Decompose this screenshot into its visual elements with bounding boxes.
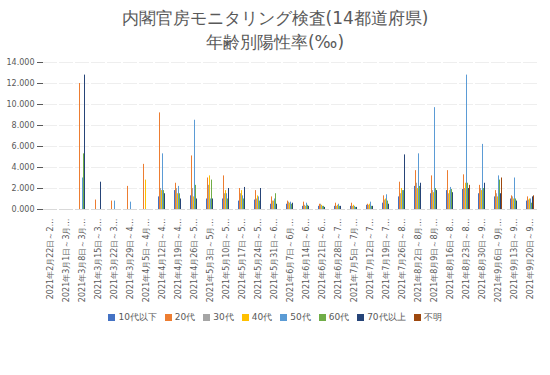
svg-text:2021年6月28日～7…: 2021年6月28日～7… <box>334 219 343 300</box>
svg-text:2021年6月14日～6…: 2021年6月14日～6… <box>302 219 311 300</box>
svg-text:2021年5月10日～5…: 2021年5月10日～5… <box>222 219 231 300</box>
svg-text:2.000: 2.000 <box>12 184 35 193</box>
html-text:不明: 不明 <box>423 312 442 322</box>
svg-text:2021年6月21日～6…: 2021年6月21日～6… <box>318 219 327 300</box>
svg-text:2021年8月9日～8月…: 2021年8月9日～8月… <box>430 219 439 303</box>
svg-text:6.000: 6.000 <box>12 142 35 151</box>
svg-text:2021年3月15日～3…: 2021年3月15日～3… <box>94 219 103 300</box>
svg-text:2021年9月20日～9…: 2021年9月20日～9… <box>526 219 535 300</box>
svg-text:2021年5月24日～5…: 2021年5月24日～5… <box>254 219 263 300</box>
svg-text:2021年2月22日～2…: 2021年2月22日～2… <box>46 219 55 300</box>
svg-text:8.000: 8.000 <box>12 121 35 130</box>
svg-text:2021年4月26日～5…: 2021年4月26日～5… <box>190 219 199 300</box>
svg-text:2021年3月22日～3…: 2021年3月22日～3… <box>110 219 119 300</box>
svg-text:2021年4月12日～4…: 2021年4月12日～4… <box>158 219 167 300</box>
svg-text:2021年7月5日～7月…: 2021年7月5日～7月… <box>350 219 359 303</box>
svg-text:2021年9月6日～9月…: 2021年9月6日～9月… <box>494 219 503 303</box>
html-text:50代: 50代 <box>290 312 311 322</box>
svg-text:10.000: 10.000 <box>7 100 35 109</box>
svg-text:2021年7月12日～7…: 2021年7月12日～7… <box>366 219 375 300</box>
html-text:20代: 20代 <box>174 312 196 322</box>
html-text:40代: 40代 <box>251 312 273 322</box>
svg-text:4.000: 4.000 <box>12 163 35 172</box>
svg-text:2021年5月17日～5…: 2021年5月17日～5… <box>238 219 247 300</box>
html-text:70代以上: 70代以上 <box>367 312 406 322</box>
svg-text:2021年3月1日～3月…: 2021年3月1日～3月… <box>62 219 71 303</box>
html-text:内閣官房モニタリング検査(14都道府県): 内閣官房モニタリング検査(14都道府県) <box>121 8 429 28</box>
svg-text:2021年3月29日～4…: 2021年3月29日～4… <box>126 219 135 300</box>
svg-text:2021年8月23日～8…: 2021年8月23日～8… <box>462 219 471 300</box>
html-text:年齢別陽性率(‰): 年齢別陽性率(‰) <box>206 32 344 52</box>
svg-text:14.000: 14.000 <box>7 58 35 67</box>
svg-text:2021年3月8日～3月…: 2021年3月8日～3月… <box>78 219 87 303</box>
svg-text:0.000: 0.000 <box>12 205 35 214</box>
svg-text:2021年6月7日～6月…: 2021年6月7日～6月… <box>286 219 295 303</box>
svg-text:2021年7月26日～8…: 2021年7月26日～8… <box>398 219 407 300</box>
svg-text:2021年7月19日～7…: 2021年7月19日～7… <box>382 219 391 300</box>
html-text:10代以下: 10代以下 <box>118 312 157 322</box>
html-text:60代: 60代 <box>328 312 350 322</box>
svg-text:2021年9月13日～9…: 2021年9月13日～9… <box>510 219 519 300</box>
svg-text:2021年5月3日～5月…: 2021年5月3日～5月… <box>206 219 215 303</box>
svg-text:2021年4月19日～4…: 2021年4月19日～4… <box>174 219 183 300</box>
svg-text:2021年8月30日～9…: 2021年8月30日～9… <box>478 219 487 300</box>
svg-text:2021年8月2日～8月…: 2021年8月2日～8月… <box>414 219 423 303</box>
svg-text:2021年5月31日～6…: 2021年5月31日～6… <box>270 219 279 300</box>
html-text:30代: 30代 <box>213 312 234 322</box>
svg-text:12.000: 12.000 <box>7 79 35 88</box>
svg-text:2021年8月16日～8…: 2021年8月16日～8… <box>446 219 455 300</box>
svg-text:2021年4月5日～4月…: 2021年4月5日～4月… <box>142 219 151 303</box>
